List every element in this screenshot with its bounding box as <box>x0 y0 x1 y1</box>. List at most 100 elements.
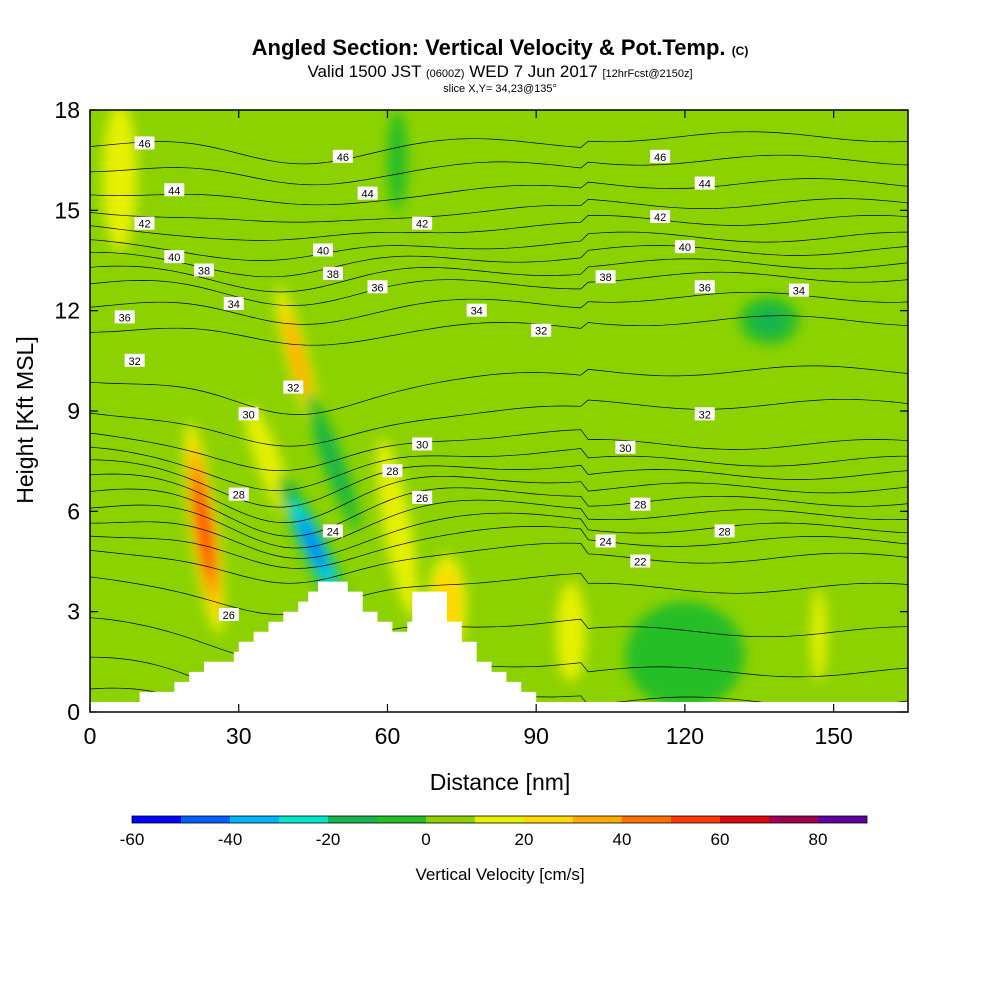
colorbar-tick-label: 80 <box>809 830 828 849</box>
contour-label-32: 32 <box>283 380 304 395</box>
colorbar: -60 -40 -20 0 20 40 60 80 <box>120 815 868 849</box>
colorbar-swatch <box>328 816 377 823</box>
contour-label-46: 46 <box>332 149 353 164</box>
contour-label-box <box>630 554 651 568</box>
contour-label-box <box>694 280 715 294</box>
contour-label-box <box>595 534 616 548</box>
theta-contour-45 <box>90 154 908 186</box>
colorbar-swatch <box>426 816 475 823</box>
title-main: Angled Section: Vertical Velocity & Pot.… <box>251 35 726 60</box>
theta-contour-23 <box>90 617 908 662</box>
contour-label-box <box>114 310 135 324</box>
contour-label-36: 36 <box>694 280 715 294</box>
field-feature-yellow-right <box>562 602 580 661</box>
field-feature-updraft-west <box>198 497 210 559</box>
contour-label-text: 32 <box>128 356 140 368</box>
field-feature-updraft-upper <box>290 333 307 388</box>
contour-label-26: 26 <box>412 490 433 505</box>
field-feature-updraft-east <box>385 476 410 580</box>
contour-label-box <box>412 437 433 451</box>
colorbar-swatch <box>720 816 769 823</box>
contour-label-44: 44 <box>694 176 715 191</box>
contour-label-box <box>367 280 388 294</box>
contour-label-box <box>164 250 185 264</box>
theta-contour-24 <box>90 573 908 615</box>
valid-date: WED 7 Jun 2017 <box>469 62 598 81</box>
contour-label-box <box>630 497 651 511</box>
contour-label-34: 34 <box>223 296 244 311</box>
contour-label-box <box>313 243 334 257</box>
theta-contour-33 <box>90 429 908 471</box>
contour-label-text: 34 <box>228 299 240 311</box>
theta-contour-30 <box>90 473 908 523</box>
contour-label-38: 38 <box>322 266 343 281</box>
contour-label-text: 46 <box>337 152 349 164</box>
contour-label-24: 24 <box>322 524 343 538</box>
field-feature-sink-upper-right <box>752 307 787 335</box>
colorbar-swatch <box>132 816 181 823</box>
contour-label-text: 40 <box>317 245 329 257</box>
contour-label-box <box>674 240 695 254</box>
theta-contour-25 <box>90 542 908 584</box>
contour-label-box <box>238 407 259 421</box>
colorbar-swatch <box>181 816 230 823</box>
contour-label-32: 32 <box>531 323 552 338</box>
field-feature-yellow-top-left <box>109 134 130 220</box>
contour-label-28: 28 <box>630 497 651 512</box>
valid-time: Valid 1500 JST (0600Z) WED 7 Jun 2017 [1… <box>0 63 1000 83</box>
contour-label-text: 40 <box>168 252 180 264</box>
contour-label-box <box>283 380 304 394</box>
theta-contour-39 <box>90 258 908 293</box>
field-feature-downdraft <box>301 522 325 568</box>
slice-info: slice X,Y= 34,23@135° <box>443 83 557 95</box>
colorbar-tick-label: 20 <box>515 830 534 849</box>
contour-label-box <box>595 270 616 284</box>
theta-contour-29 <box>90 487 908 537</box>
contour-label-text: 30 <box>416 439 428 451</box>
contour-label-42: 42 <box>650 210 671 224</box>
contour-label-text: 44 <box>361 189 373 201</box>
field-feature-updraft-mid <box>254 428 283 494</box>
contour-label-text: 30 <box>243 409 255 421</box>
contour-label-28: 28 <box>228 487 249 502</box>
contour-label-44: 44 <box>164 183 185 197</box>
contour-label-text: 32 <box>699 409 711 421</box>
contour-label-36: 36 <box>114 310 135 324</box>
contour-label-box <box>134 136 155 150</box>
colorbar-label: Vertical Velocity [cm/s] <box>415 865 584 884</box>
contour-label-24: 24 <box>595 534 616 548</box>
contour-label-text: 32 <box>535 326 547 338</box>
theta-contour-36 <box>90 315 908 346</box>
contour-label-box <box>194 263 215 277</box>
contour-label-text: 46 <box>138 138 150 150</box>
contour-label-30: 30 <box>412 437 433 451</box>
colorbar-swatch <box>573 816 622 823</box>
contour-label-text: 34 <box>793 286 805 298</box>
x-tick-label: 90 <box>523 723 549 749</box>
theta-contour-41 <box>90 231 908 261</box>
contour-label-text: 44 <box>168 185 180 197</box>
theta-contour-31 <box>90 459 908 508</box>
x-tick-label: 150 <box>814 723 852 749</box>
theta-contour-34 <box>90 398 908 447</box>
contour-label-46: 46 <box>650 149 671 164</box>
y-axis-label: Height [Kft MSL] <box>12 336 38 503</box>
terrain-profile <box>139 581 537 712</box>
y-tick-label: 0 <box>67 699 80 725</box>
contour-label-text: 24 <box>599 536 611 548</box>
contour-label-box <box>357 186 378 200</box>
contour-label-26: 26 <box>218 608 239 622</box>
theta-contour-40 <box>90 245 908 278</box>
colorbar-swatch <box>279 816 328 823</box>
colorbar-tick-label: -20 <box>316 830 341 849</box>
contour-label-text: 28 <box>718 526 730 538</box>
contour-label-text: 46 <box>654 152 666 164</box>
colorbar-tick-label: 40 <box>613 830 632 849</box>
contour-label-40: 40 <box>164 250 185 264</box>
terrain <box>90 581 908 712</box>
y-tick-label: 9 <box>67 398 80 424</box>
contour-label-42: 42 <box>134 216 155 231</box>
theta-contour-27 <box>90 512 908 559</box>
theta-contour-26 <box>90 526 908 569</box>
